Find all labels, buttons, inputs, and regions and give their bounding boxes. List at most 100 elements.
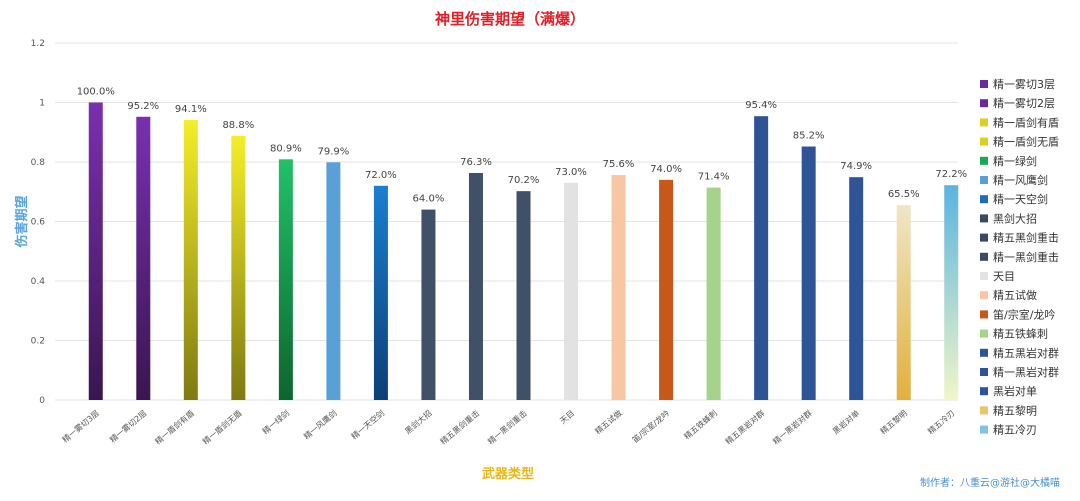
bar xyxy=(896,205,911,400)
legend-swatch xyxy=(980,329,988,338)
data-label: 75.6% xyxy=(603,159,635,170)
bar xyxy=(564,182,579,400)
bar xyxy=(706,187,721,400)
legend-label: 精五黎明 xyxy=(993,403,1037,417)
x-tick-label: 精一雾切3层 xyxy=(60,408,101,445)
x-tick-label: 精五冷刃 xyxy=(926,408,957,436)
y-tick-label: 0.4 xyxy=(31,277,46,287)
x-tick-label: 精五试做 xyxy=(593,408,624,436)
x-tick-label: 笛/宗室/龙吟 xyxy=(630,408,671,445)
y-tick-label: 0.8 xyxy=(31,158,46,168)
legend-swatch xyxy=(980,425,988,434)
legend-swatch xyxy=(980,156,988,165)
data-label: 95.2% xyxy=(127,101,159,112)
data-label: 88.8% xyxy=(222,120,254,131)
x-tick-label: 精五黑岩对群 xyxy=(723,408,766,447)
x-tick-label: 精一雾切2层 xyxy=(108,408,149,445)
legend-label: 精五冷刃 xyxy=(993,424,1037,437)
legend-label: 精一黑剑重击 xyxy=(993,250,1059,264)
legend-swatch xyxy=(980,348,988,357)
bar xyxy=(183,120,198,401)
legend-swatch xyxy=(980,137,988,146)
y-tick-label: 1.2 xyxy=(31,39,45,49)
data-label: 71.4% xyxy=(698,172,730,183)
legend-swatch xyxy=(980,310,988,319)
y-tick-label: 1 xyxy=(39,99,45,109)
legend-swatch xyxy=(980,118,988,127)
bar xyxy=(326,162,341,400)
y-tick-label: 0.2 xyxy=(31,337,45,347)
bar xyxy=(516,191,531,400)
x-tick-label: 精一盾剑无盾 xyxy=(200,408,243,447)
data-label: 95.4% xyxy=(745,100,777,111)
legend-swatch xyxy=(980,233,988,242)
legend-label: 精一天空剑 xyxy=(993,192,1048,206)
legend-label: 精一盾剑无盾 xyxy=(993,135,1059,149)
legend-label: 精五黑岩对群 xyxy=(993,346,1059,360)
bar xyxy=(611,175,626,400)
bar xyxy=(373,185,388,400)
x-tick-label: 精一盾剑有盾 xyxy=(153,408,196,447)
x-tick-label: 精五黎明 xyxy=(878,408,909,436)
x-tick-label: 天目 xyxy=(558,409,576,426)
data-label: 80.9% xyxy=(270,143,302,154)
x-tick-label: 精一绿剑 xyxy=(260,408,291,436)
bar xyxy=(944,185,959,400)
legend-swatch xyxy=(980,291,988,300)
x-tick-label: 精一风鹰剑 xyxy=(302,408,339,441)
x-tick-label: 精五铁蜂刺 xyxy=(682,408,719,441)
credit-text: 制作者：八重云@游社@大橘喵 xyxy=(920,478,1060,489)
data-label: 79.9% xyxy=(318,146,350,157)
legend-label: 笛/宗室/龙吟 xyxy=(993,307,1055,321)
legend-swatch xyxy=(980,99,988,108)
bar xyxy=(88,102,103,400)
data-label: 65.5% xyxy=(888,189,920,200)
legend-swatch xyxy=(980,272,988,280)
legend-swatch xyxy=(980,387,988,396)
legend-label: 精一风鹰剑 xyxy=(993,173,1048,187)
legend-label: 精五铁蜂刺 xyxy=(993,327,1048,341)
legend-swatch xyxy=(980,195,988,204)
legend-label: 精五试做 xyxy=(993,288,1037,302)
data-label: 72.0% xyxy=(365,170,397,181)
data-label: 94.1% xyxy=(175,104,207,115)
data-label: 72.2% xyxy=(935,169,967,180)
legend-swatch xyxy=(980,214,988,223)
data-label: 100.0% xyxy=(77,87,115,98)
legend-label: 精一绿剑 xyxy=(993,154,1037,168)
legend-label: 精五黑剑重击 xyxy=(993,231,1059,245)
legend-swatch xyxy=(980,252,988,261)
chart-title: 神里伤害期望（满爆） xyxy=(435,10,585,28)
y-tick-label: 0 xyxy=(39,396,45,406)
x-axis-label: 武器类型 xyxy=(482,466,534,482)
legend-label: 黑岩对单 xyxy=(993,384,1037,398)
legend-label: 精一黑岩对群 xyxy=(993,365,1059,379)
data-label: 74.0% xyxy=(650,164,682,175)
legend-swatch xyxy=(980,368,988,376)
data-label: 85.2% xyxy=(793,131,825,142)
x-tick-label: 精五黑剑重击 xyxy=(438,408,481,447)
bar xyxy=(468,173,483,400)
data-label: 64.0% xyxy=(413,194,445,205)
bar xyxy=(659,179,674,400)
bar xyxy=(136,116,151,400)
bar xyxy=(849,177,864,400)
x-tick-label: 黑剑大招 xyxy=(403,408,434,436)
bar xyxy=(231,135,246,400)
x-tick-label: 精一黑岩对群 xyxy=(771,408,814,447)
x-tick-label: 精一黑剑重击 xyxy=(486,408,529,447)
data-label: 70.2% xyxy=(508,175,540,186)
bar xyxy=(421,209,436,400)
legend-label: 天目 xyxy=(993,270,1015,283)
legend-label: 精一雾切2层 xyxy=(993,97,1055,110)
legend-label: 精一盾剑有盾 xyxy=(993,115,1059,129)
bar xyxy=(801,146,816,400)
y-tick-label: 0.6 xyxy=(31,218,46,228)
data-label: 73.0% xyxy=(555,167,587,178)
x-tick-label: 黑岩对单 xyxy=(831,408,862,436)
bar xyxy=(754,116,769,400)
data-label: 76.3% xyxy=(460,157,492,168)
legend-swatch xyxy=(980,176,988,184)
